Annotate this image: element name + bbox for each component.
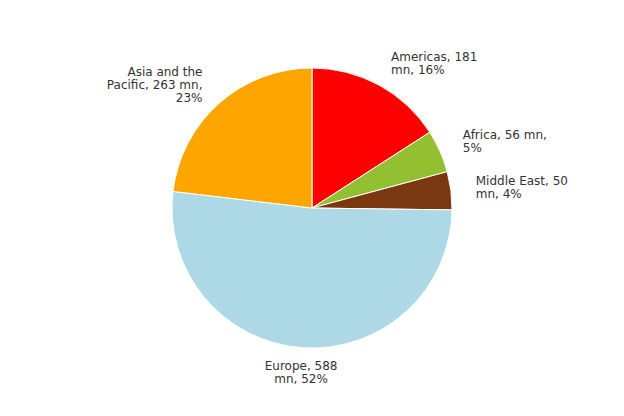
data-label-line: Asia and the: [127, 64, 202, 78]
chart: Americas, 181mn, 16% Africa, 56 mn,5% Midd…: [0, 0, 624, 416]
data-label-line: Europe, 588: [265, 359, 338, 373]
data-label-line: mn, 4%: [476, 187, 522, 201]
data-label: Africa, 56 mn,5%: [463, 127, 547, 154]
data-label-line: Americas, 181: [391, 49, 477, 63]
pie: [172, 68, 452, 348]
data-label-line: mn, 52%: [274, 372, 328, 386]
labels: Americas, 181mn, 16% Africa, 56 mn,5% Midd…: [107, 49, 568, 385]
data-label-line: Africa, 56 mn,: [463, 127, 547, 141]
data-label: Middle East, 50mn, 4%: [476, 174, 568, 201]
data-label-line: Pacific, 263 mn,: [107, 77, 203, 91]
data-label: Asia and thePacific, 263 mn,23%: [107, 64, 203, 104]
pie-slice: [312, 172, 452, 210]
data-label-line: mn, 16%: [391, 62, 445, 76]
data-label: Europe, 588mn, 52%: [265, 359, 338, 386]
data-label-line: Middle East, 50: [476, 174, 568, 188]
data-label-line: 23%: [176, 90, 203, 104]
data-label-line: 5%: [463, 140, 482, 154]
data-label: Americas, 181mn, 16%: [391, 49, 477, 76]
pie-slice: [172, 191, 452, 348]
